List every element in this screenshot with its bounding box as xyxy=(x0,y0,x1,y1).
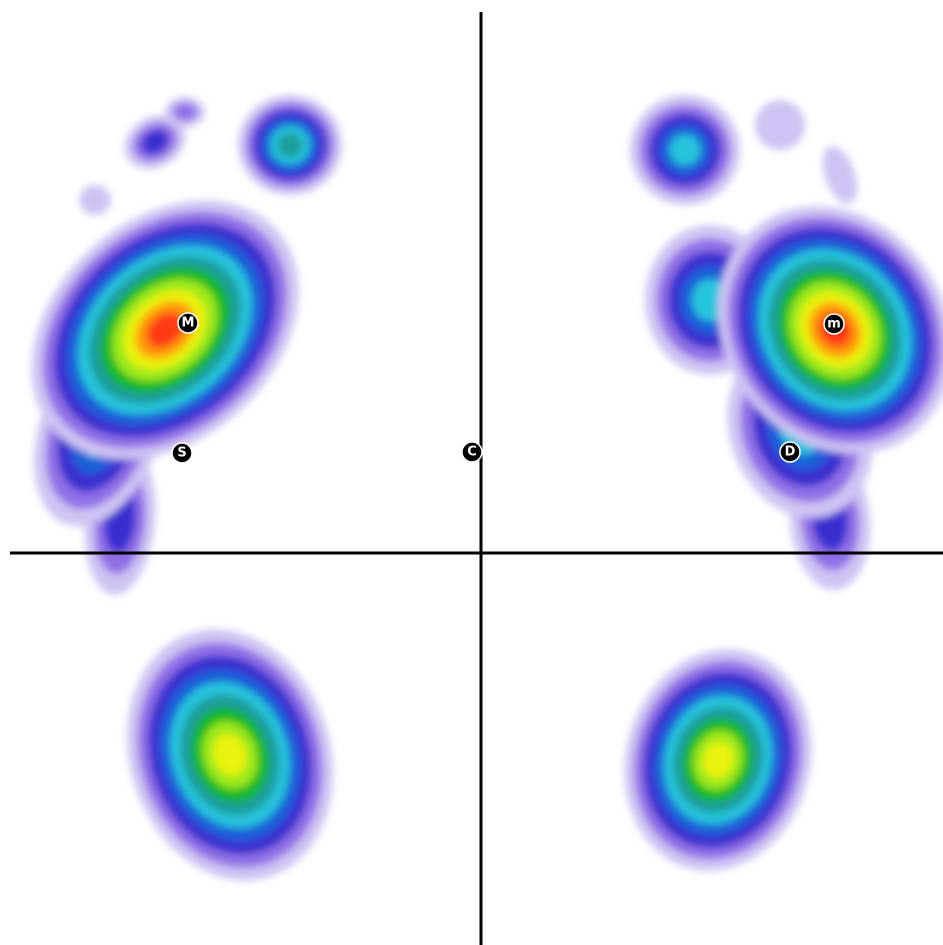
marker-label: D xyxy=(785,445,796,460)
marker-label: S xyxy=(177,446,186,461)
pressure-contour xyxy=(79,185,111,215)
pressure-contour xyxy=(755,100,805,150)
pressure-heatmap xyxy=(0,95,943,908)
marker-label: M xyxy=(182,316,195,331)
pressure-contour xyxy=(669,134,700,165)
pressure-contour xyxy=(173,103,198,121)
pressure-contour xyxy=(277,133,302,157)
pressure-contour xyxy=(816,142,865,209)
marker-label: C xyxy=(467,445,477,460)
page: MSCmD (() => { const data = JSON.parse(d… xyxy=(0,0,943,945)
marker-label: m xyxy=(827,317,841,332)
pressure-map: M S Cm D xyxy=(0,0,943,945)
